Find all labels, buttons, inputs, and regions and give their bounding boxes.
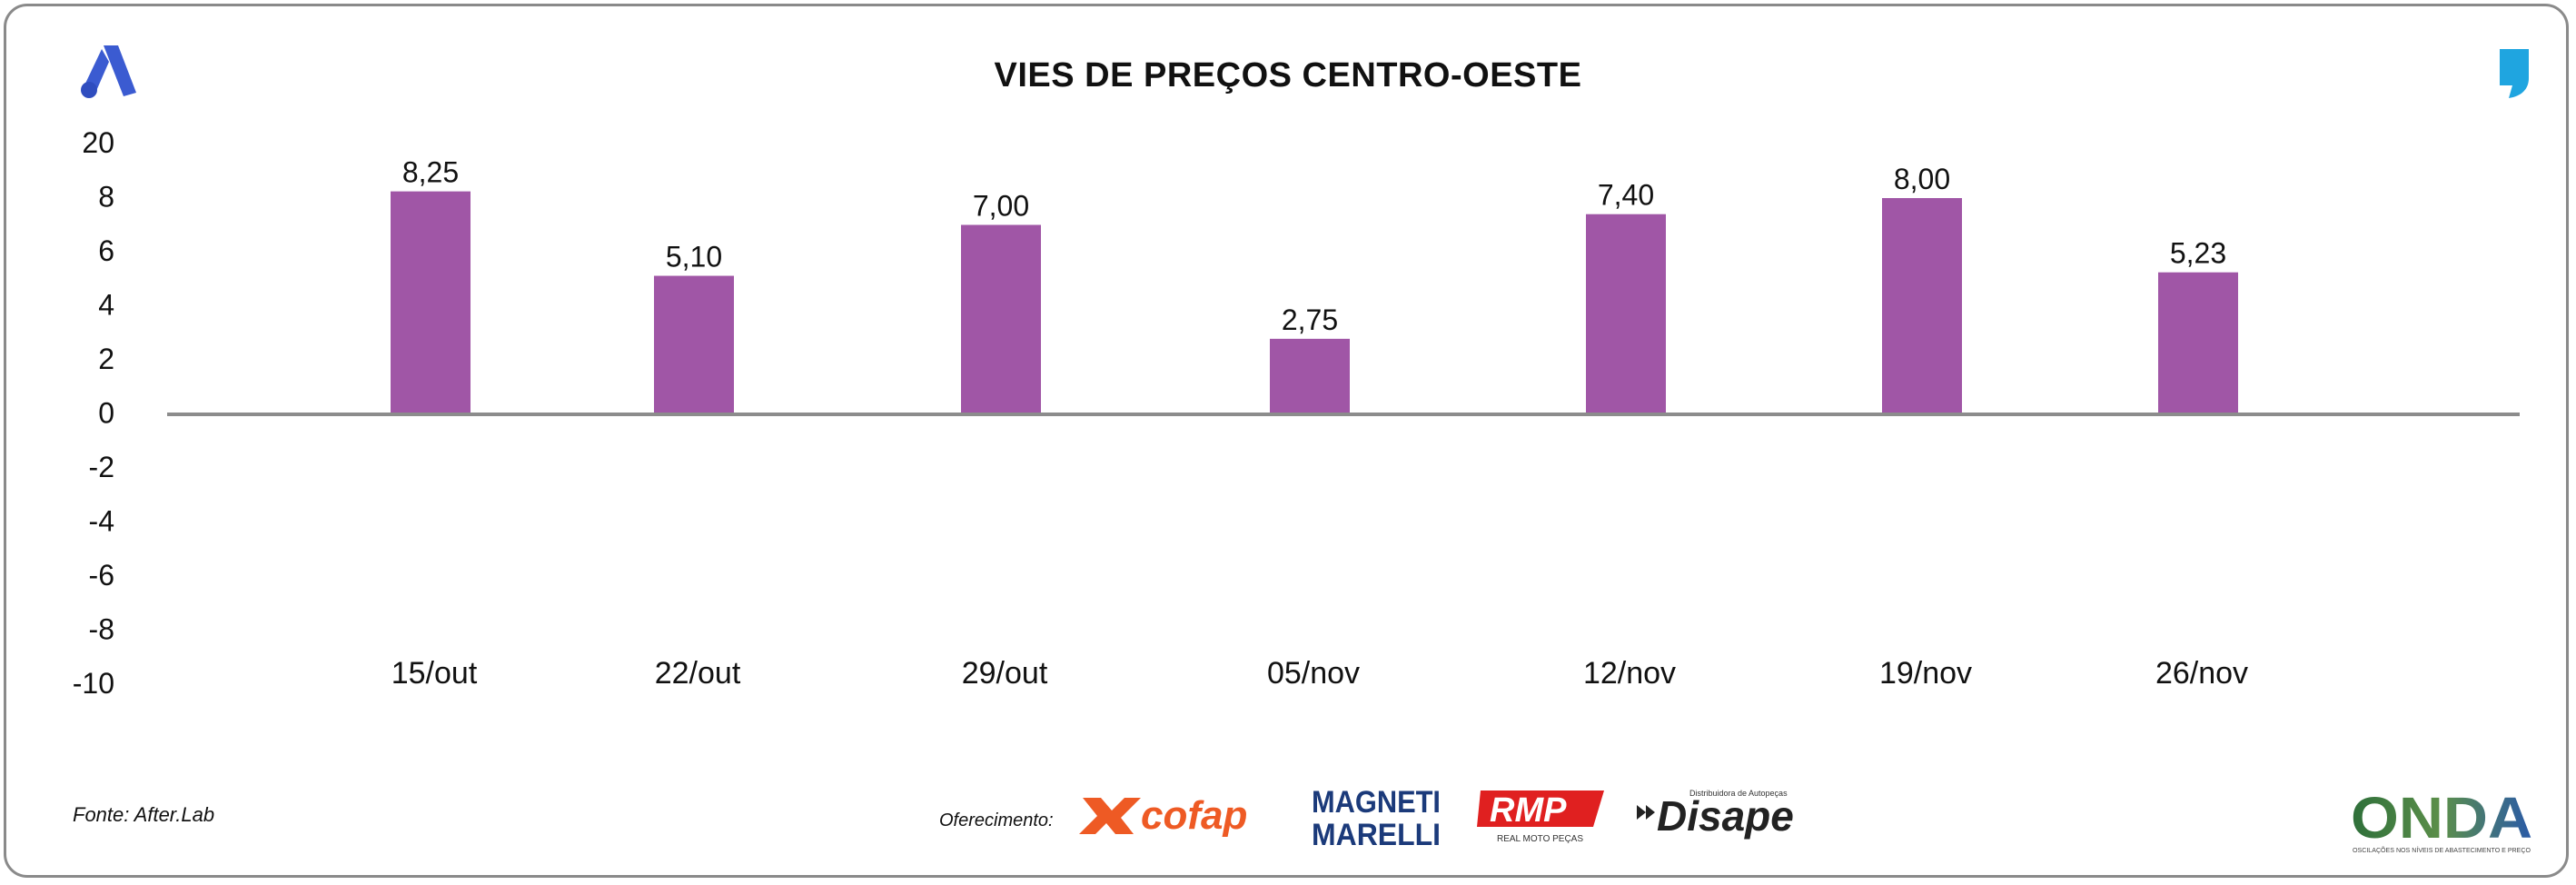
bar <box>391 191 471 413</box>
data-label: 2,75 <box>1282 303 1338 336</box>
y-tick-label: -2 <box>89 451 114 483</box>
bar <box>1882 198 1962 413</box>
disape-logo: Distribuidora de Autopeças Disape <box>1637 789 1794 840</box>
x-tick-label: 12/nov <box>1583 656 1676 691</box>
chart-title: VIES DE PREÇOS CENTRO-OESTE <box>994 56 1582 94</box>
source-note: Fonte: After.Lab <box>73 803 215 826</box>
data-label: 5,23 <box>2170 237 2226 270</box>
data-label: 8,00 <box>1894 163 1950 195</box>
bar <box>654 275 734 413</box>
rmp-logo: RMP REAL MOTO PEÇAS <box>1477 791 1604 844</box>
cofap-logo: cofap <box>1079 793 1247 838</box>
comma-icon <box>2500 49 2529 98</box>
x-axis-ticks: 15/out 22/out 29/out 05/nov 12/nov 19/nov 26/n… <box>391 656 2248 691</box>
svg-text:REAL MOTO PEÇAS: REAL MOTO PEÇAS <box>1497 834 1583 844</box>
data-labels: 8,25 5,10 7,00 2,75 7,40 8,00 5,23 <box>402 156 2226 336</box>
magneti-marelli-logo: MAGNETI MARELLI <box>1312 785 1441 852</box>
svg-text:Disape: Disape <box>1657 792 1794 840</box>
y-tick-label: 4 <box>98 289 114 322</box>
svg-text:MAGNETI: MAGNETI <box>1312 785 1441 820</box>
y-tick-label: -6 <box>89 559 114 592</box>
brand-a-icon <box>81 45 136 98</box>
x-tick-label: 29/out <box>962 656 1048 691</box>
data-label: 7,00 <box>973 190 1029 223</box>
y-tick-label: 2 <box>98 343 114 375</box>
y-tick-label: 8 <box>98 181 114 214</box>
sponsor-label: Oferecimento: <box>939 810 1054 830</box>
bar <box>2158 272 2238 413</box>
chart-card <box>4 4 2569 878</box>
bar <box>1586 214 1666 413</box>
x-tick-label: 19/nov <box>1879 656 1972 691</box>
bar <box>1270 338 1350 413</box>
svg-text:ONDA: ONDA <box>2351 785 2532 850</box>
data-label: 7,40 <box>1598 179 1654 212</box>
svg-text:RMP: RMP <box>1490 791 1567 830</box>
x-tick-label: 22/out <box>655 656 741 691</box>
bars <box>391 191 2238 413</box>
y-tick-label: -10 <box>73 667 114 700</box>
x-tick-label: 15/out <box>391 656 478 691</box>
x-tick-label: 05/nov <box>1267 656 1360 691</box>
x-tick-label: 26/nov <box>2155 656 2248 691</box>
svg-text:MARELLI: MARELLI <box>1312 818 1441 852</box>
y-tick-label: -8 <box>89 613 114 646</box>
y-tick-label: 0 <box>98 397 114 430</box>
y-tick-label: -4 <box>89 505 114 538</box>
y-tick-label: 20 <box>82 126 114 159</box>
y-tick-label: 6 <box>98 234 114 267</box>
svg-text:Distribuidora de Autopeças: Distribuidora de Autopeças <box>1689 789 1788 798</box>
svg-text:cofap: cofap <box>1141 793 1247 838</box>
svg-text:OSCILAÇÕES NOS NÍVEIS DE ABAST: OSCILAÇÕES NOS NÍVEIS DE ABASTECIMENTO E… <box>2353 846 2531 854</box>
bar <box>961 224 1041 413</box>
data-label: 5,10 <box>666 241 722 273</box>
onda-logo: ONDA OSCILAÇÕES NOS NÍVEIS DE ABASTECIME… <box>2351 785 2532 854</box>
data-label: 8,25 <box>402 156 459 189</box>
